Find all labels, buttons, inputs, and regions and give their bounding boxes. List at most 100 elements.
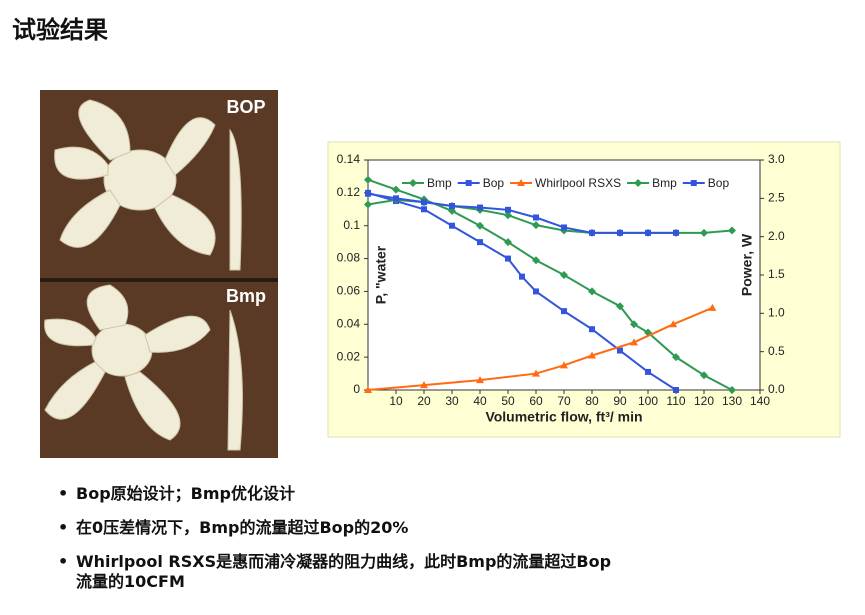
y2-tick-label: 2.0	[768, 229, 785, 243]
x-tick-label: 90	[613, 394, 627, 408]
y2-tick-label: 1.0	[768, 306, 785, 320]
y-tick-label: 0.02	[337, 349, 361, 363]
point	[560, 361, 568, 369]
point	[421, 206, 427, 213]
y-tick-label: 0.12	[337, 185, 361, 199]
y-axis-label: P, "water	[373, 245, 389, 304]
point	[672, 353, 680, 362]
legend-label: Bmp	[427, 176, 452, 190]
legend-label: Whirlpool RSXS	[535, 176, 621, 190]
point	[588, 351, 596, 359]
series-line	[367, 192, 676, 234]
photo-label: Bmp	[226, 286, 266, 306]
bullet: Whirlpool RSXS是惠而浦冷凝器的阻力曲线，此时Bmp的流量超过Bop…	[58, 552, 618, 592]
bullet: Bop原始设计；Bmp优化设计	[58, 484, 618, 504]
point	[364, 175, 372, 184]
y2-tick-label: 3.0	[768, 152, 785, 166]
point	[630, 320, 638, 329]
legend-marker	[465, 180, 472, 186]
legend-marker	[409, 179, 417, 187]
bullet-list: Bop原始设计；Bmp优化设计 在0压差情况下，Bmp的流量超过Bop的20% …	[58, 484, 618, 606]
point	[532, 256, 540, 265]
y-tick-label: 0.14	[337, 152, 361, 166]
photo-label: BOP	[226, 97, 265, 117]
y-tick-label: 0.06	[337, 284, 361, 298]
point	[616, 302, 624, 311]
legend-marker	[690, 180, 697, 186]
point	[630, 338, 638, 346]
point	[617, 347, 623, 354]
point	[561, 308, 567, 315]
x-tick-label: 60	[529, 394, 543, 408]
y-tick-label: 0.1	[343, 218, 360, 232]
fan-bop	[54, 99, 242, 271]
y2-tick-label: 0.0	[768, 382, 785, 396]
point	[561, 224, 567, 231]
x-tick-label: 140	[750, 394, 770, 408]
point	[728, 386, 736, 394]
y2-tick-label: 1.5	[768, 267, 785, 281]
point	[504, 211, 512, 220]
point	[673, 229, 679, 236]
legend-marker	[517, 179, 526, 186]
slide-title: 试验结果	[12, 16, 108, 44]
point	[700, 371, 708, 380]
point	[533, 288, 539, 295]
x-tick-label: 30	[445, 394, 459, 408]
x-tick-label: 100	[638, 394, 658, 408]
y-tick-label: 0	[353, 382, 360, 396]
point	[392, 185, 400, 194]
legend-label: Bop	[708, 176, 730, 190]
x-tick-label: 40	[473, 394, 487, 408]
legend-marker	[634, 179, 643, 187]
point	[700, 228, 708, 237]
point	[476, 221, 484, 230]
point	[364, 200, 372, 209]
y-tick-label: 0.08	[337, 251, 361, 265]
y2-tick-label: 0.5	[768, 344, 785, 358]
x-tick-label: 20	[417, 394, 431, 408]
legend-label: Bmp	[652, 176, 677, 190]
point	[617, 229, 623, 236]
x-tick-label: 50	[501, 394, 515, 408]
point	[645, 368, 651, 375]
point	[420, 381, 428, 389]
legend-label: Bop	[483, 176, 505, 190]
point	[477, 204, 483, 211]
point	[476, 376, 484, 384]
chart: 10 20 30 40 50 60 70 80 90 100 110 120 130 140 0 0.02 0.…	[337, 152, 785, 425]
point	[505, 206, 511, 213]
point	[504, 238, 512, 247]
point	[533, 214, 539, 221]
point	[421, 199, 427, 206]
x-tick-label: 120	[694, 394, 714, 408]
point	[519, 273, 525, 280]
x-tick-label: 70	[557, 394, 571, 408]
point	[532, 221, 540, 230]
point	[669, 320, 678, 328]
point	[645, 229, 651, 236]
x-tick-label: 80	[585, 394, 599, 408]
y2-tick-label: 2.5	[768, 191, 785, 205]
x-tick-label: 110	[666, 394, 685, 408]
fan-bmp	[44, 284, 243, 451]
point	[728, 226, 736, 235]
point	[477, 239, 483, 246]
point	[589, 326, 595, 333]
bullet: 在0压差情况下，Bmp的流量超过Bop的20%	[58, 518, 618, 538]
y-tick-label: 0.04	[337, 316, 361, 330]
point	[532, 369, 540, 377]
point	[364, 386, 372, 393]
point	[708, 303, 717, 311]
point	[588, 287, 596, 296]
photo-divider	[40, 278, 278, 282]
point	[393, 195, 399, 202]
point	[505, 255, 511, 262]
point	[589, 229, 595, 236]
point	[560, 271, 568, 279]
x-tick-label: 130	[722, 394, 742, 408]
y2-axis-label: Power, W	[739, 233, 755, 296]
x-tick-label: 10	[389, 394, 403, 408]
